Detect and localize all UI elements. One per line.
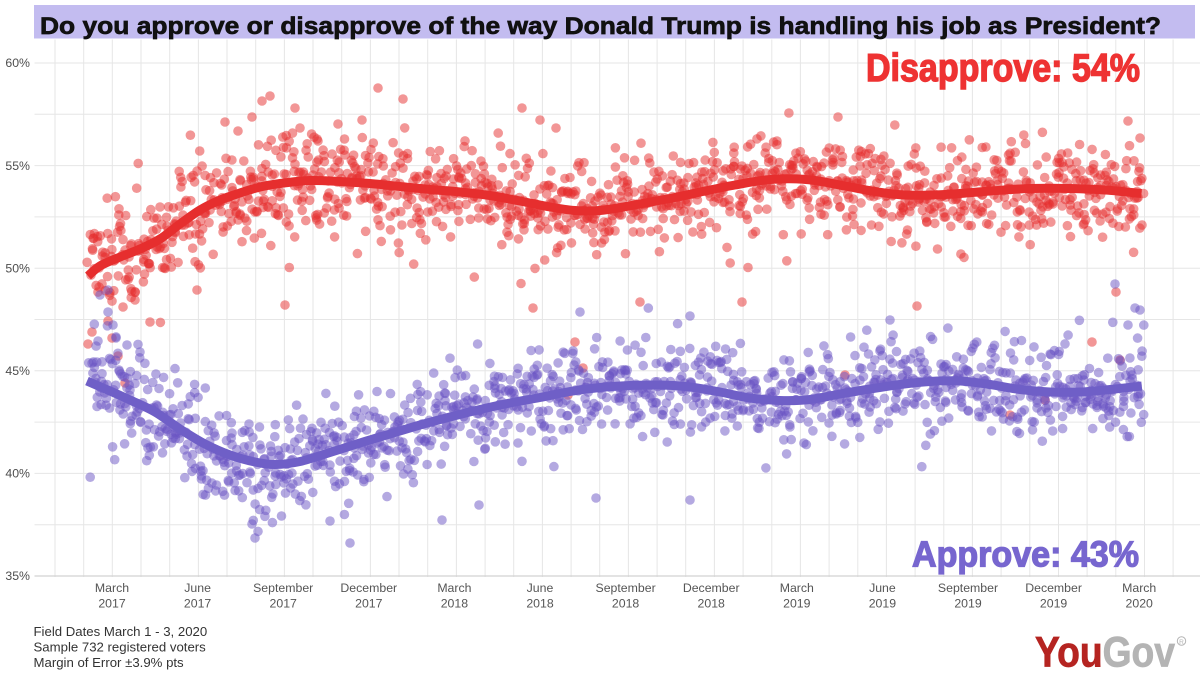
svg-text:December: December <box>1025 581 1082 595</box>
svg-text:2018: 2018 <box>441 597 469 611</box>
svg-text:R: R <box>1179 639 1184 646</box>
svg-text:2018: 2018 <box>612 597 640 611</box>
svg-text:Disapprove: 54%: Disapprove: 54% <box>866 47 1140 90</box>
svg-text:2017: 2017 <box>98 597 126 611</box>
svg-text:March: March <box>780 581 814 595</box>
svg-text:September: September <box>253 581 313 595</box>
svg-text:Field Dates March 1 - 3, 2020: Field Dates March 1 - 3, 2020 <box>34 624 208 639</box>
svg-text:45%: 45% <box>5 364 30 378</box>
svg-text:December: December <box>683 581 740 595</box>
svg-text:2017: 2017 <box>270 597 298 611</box>
svg-text:September: September <box>938 581 998 595</box>
svg-text:March: March <box>95 581 129 595</box>
svg-text:Do you approve or disapprove o: Do you approve or disapprove of the way … <box>40 13 1161 40</box>
svg-text:2017: 2017 <box>355 597 383 611</box>
svg-text:2017: 2017 <box>184 597 212 611</box>
svg-text:December: December <box>340 581 397 595</box>
svg-text:40%: 40% <box>5 467 30 481</box>
svg-text:June: June <box>184 581 211 595</box>
svg-text:March: March <box>437 581 471 595</box>
svg-text:Margin of Error ±3.9% pts: Margin of Error ±3.9% pts <box>34 655 185 670</box>
svg-text:2019: 2019 <box>783 597 811 611</box>
svg-text:55%: 55% <box>5 159 30 173</box>
svg-text:2019: 2019 <box>1040 597 1068 611</box>
svg-text:2018: 2018 <box>526 597 554 611</box>
svg-text:2020: 2020 <box>1126 597 1154 611</box>
svg-text:March: March <box>1122 581 1156 595</box>
svg-text:2018: 2018 <box>698 597 726 611</box>
svg-text:2019: 2019 <box>954 597 982 611</box>
svg-text:Sample 732 registered voters: Sample 732 registered voters <box>34 640 207 655</box>
svg-text:2019: 2019 <box>869 597 897 611</box>
svg-text:60%: 60% <box>5 56 30 70</box>
svg-text:September: September <box>596 581 656 595</box>
svg-text:June: June <box>869 581 896 595</box>
svg-text:Approve: 43%: Approve: 43% <box>912 534 1139 575</box>
svg-text:June: June <box>527 581 554 595</box>
svg-text:35%: 35% <box>5 569 30 583</box>
svg-text:50%: 50% <box>5 261 30 275</box>
svg-text:YouGov: YouGov <box>1035 629 1175 676</box>
